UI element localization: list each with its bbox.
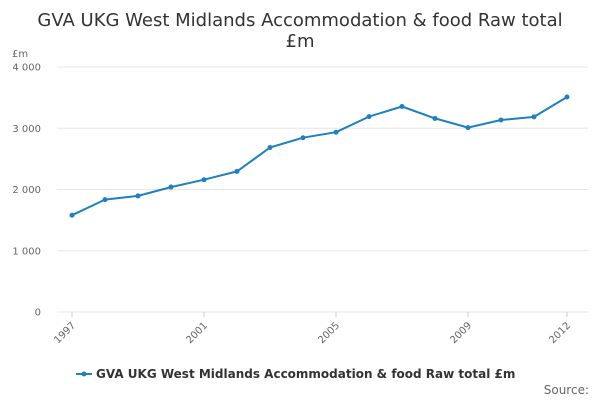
y-tick-label-2000: 2 000 — [12, 185, 41, 196]
x-tick-label-2005: 2005 — [316, 320, 342, 346]
y-tick-label-4000: 4 000 — [12, 63, 41, 74]
x-tick-label-2012: 2012 — [547, 320, 573, 346]
data-point-2009[interactable] — [465, 125, 471, 131]
data-point-2006[interactable] — [366, 114, 372, 120]
x-tick-label-2001: 2001 — [184, 320, 210, 346]
data-point-2011[interactable] — [531, 114, 537, 120]
x-tick-label-2009: 2009 — [448, 320, 474, 346]
x-axis-ticks: 1997 2001 2005 2009 2012 — [52, 312, 573, 346]
y-axis-unit-label: £m — [12, 49, 28, 60]
data-point-2008[interactable] — [432, 115, 438, 121]
gridlines — [57, 66, 588, 313]
y-tick-label-0: 0 — [35, 308, 41, 319]
data-point-2012[interactable] — [564, 94, 570, 100]
chart-title-line-1: GVA UKG West Midlands Accommodation & fo… — [37, 10, 562, 31]
x-tick-label-1997: 1997 — [52, 320, 78, 346]
legend[interactable]: GVA UKG West Midlands Accommodation & fo… — [76, 367, 515, 381]
data-point-2004[interactable] — [300, 135, 306, 141]
data-point-1997[interactable] — [69, 212, 75, 218]
y-tick-label-3000: 3 000 — [12, 124, 41, 135]
legend-swatch-marker — [81, 371, 87, 377]
series-line-0 — [71, 96, 568, 217]
y-axis-ticks: 0 1 000 2 000 3 000 4 000 — [12, 63, 41, 319]
data-point-2002[interactable] — [234, 168, 240, 174]
data-point-2007[interactable] — [399, 104, 405, 110]
chart-title-line-2: £m — [286, 31, 315, 52]
data-point-1998[interactable] — [102, 197, 108, 203]
data-point-2003[interactable] — [267, 145, 273, 151]
data-point-2010[interactable] — [498, 117, 504, 123]
data-point-1999[interactable] — [135, 193, 141, 199]
data-point-2005[interactable] — [333, 129, 339, 135]
series-layer — [69, 94, 570, 218]
y-tick-label-1000: 1 000 — [12, 246, 41, 257]
data-point-2001[interactable] — [201, 177, 207, 183]
legend-label: GVA UKG West Midlands Accommodation & fo… — [96, 367, 515, 381]
source-label: Source: — [544, 383, 589, 397]
data-point-2000[interactable] — [168, 184, 174, 190]
